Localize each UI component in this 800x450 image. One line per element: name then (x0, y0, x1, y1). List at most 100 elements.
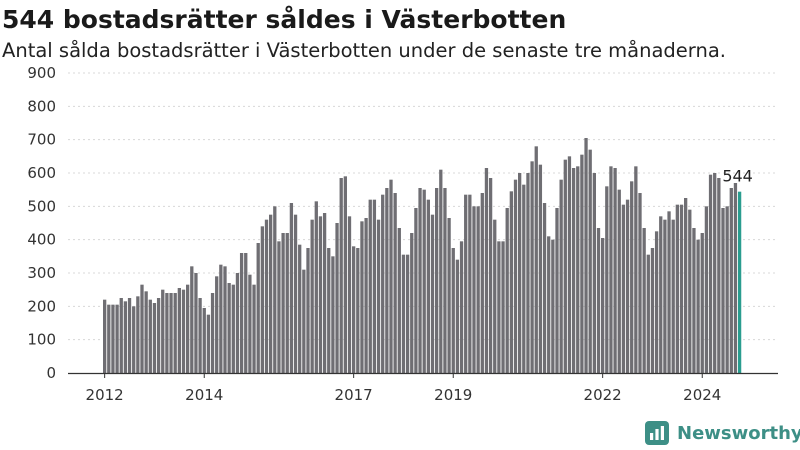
bar (331, 256, 335, 373)
bar (177, 288, 181, 373)
y-tick-label: 700 (27, 131, 56, 149)
bar (219, 264, 223, 373)
bar (659, 216, 663, 373)
bar (314, 201, 318, 373)
bar (526, 173, 530, 373)
bar (252, 284, 256, 373)
bar (140, 284, 144, 373)
bar (588, 149, 592, 373)
bar (638, 193, 642, 373)
bar (165, 293, 169, 373)
bar (625, 199, 630, 373)
bar (206, 314, 211, 373)
bar (414, 208, 418, 373)
bar (443, 188, 447, 373)
bar (231, 284, 235, 373)
bar (700, 233, 704, 373)
bar (509, 191, 513, 373)
bar (733, 183, 738, 373)
bar (609, 166, 613, 373)
bar (376, 219, 381, 373)
bar (306, 248, 310, 373)
bar (302, 269, 306, 373)
x-tick-label: 2024 (683, 386, 721, 404)
bar-highlight (737, 191, 742, 373)
bar (339, 178, 343, 373)
bar (439, 169, 443, 373)
bar (127, 298, 132, 373)
x-tick-label: 2014 (185, 386, 223, 404)
brand-name: Newsworthy (677, 422, 800, 444)
bar (393, 193, 397, 373)
y-tick-label: 500 (27, 197, 56, 215)
bar (447, 218, 451, 373)
y-tick-label: 100 (27, 331, 56, 349)
bar (389, 179, 393, 373)
bar (327, 248, 331, 373)
bar (580, 154, 584, 373)
bar (584, 138, 588, 373)
bar (451, 248, 455, 373)
bar (567, 156, 572, 373)
bar (559, 179, 563, 373)
bar (111, 304, 115, 373)
bar (181, 289, 186, 373)
bar (410, 233, 414, 373)
bar (418, 188, 422, 373)
bar (497, 241, 501, 373)
bar (269, 214, 273, 373)
bar (542, 203, 547, 373)
bar (729, 188, 733, 373)
bar (704, 206, 709, 373)
x-axis-labels: 2012 2014 2017 2019 2022 2024 (86, 386, 722, 404)
bar (173, 293, 177, 373)
bar (592, 173, 596, 373)
bar (518, 173, 522, 373)
bar (322, 213, 327, 373)
bar (198, 298, 202, 373)
bar (551, 239, 555, 373)
bar (646, 254, 650, 373)
bar (671, 219, 675, 373)
bar (152, 303, 157, 373)
bar (505, 208, 509, 373)
bar (455, 259, 460, 373)
bar (688, 209, 692, 373)
bar (186, 284, 190, 373)
bar (468, 194, 472, 373)
bar (144, 291, 148, 373)
bar (596, 228, 601, 373)
bar (235, 273, 240, 373)
bar (281, 233, 285, 373)
bar (364, 218, 368, 373)
bar (513, 179, 518, 373)
bar (372, 199, 377, 373)
bar (708, 174, 713, 373)
bars (103, 138, 742, 373)
bar (273, 206, 277, 373)
bar (435, 188, 439, 373)
bar (136, 296, 140, 373)
bar (725, 206, 729, 373)
chart-subtitle: Antal sålda bostadsrätter i Västerbotten… (2, 39, 726, 62)
bar (239, 253, 244, 373)
bar (501, 241, 505, 373)
bar (202, 308, 206, 373)
bar (488, 178, 493, 373)
bar (194, 273, 198, 373)
bar (493, 219, 497, 373)
bar (298, 244, 302, 373)
bar (244, 253, 248, 373)
bar (161, 289, 165, 373)
bar (563, 159, 567, 373)
bar (430, 214, 435, 373)
bar (576, 166, 580, 373)
bar (368, 199, 372, 373)
bar (605, 186, 609, 373)
bar (347, 216, 352, 373)
bar (343, 176, 347, 373)
bar (248, 274, 252, 373)
x-axis (68, 372, 778, 378)
newsworthy-brand[interactable]: Newsworthy (645, 418, 800, 448)
